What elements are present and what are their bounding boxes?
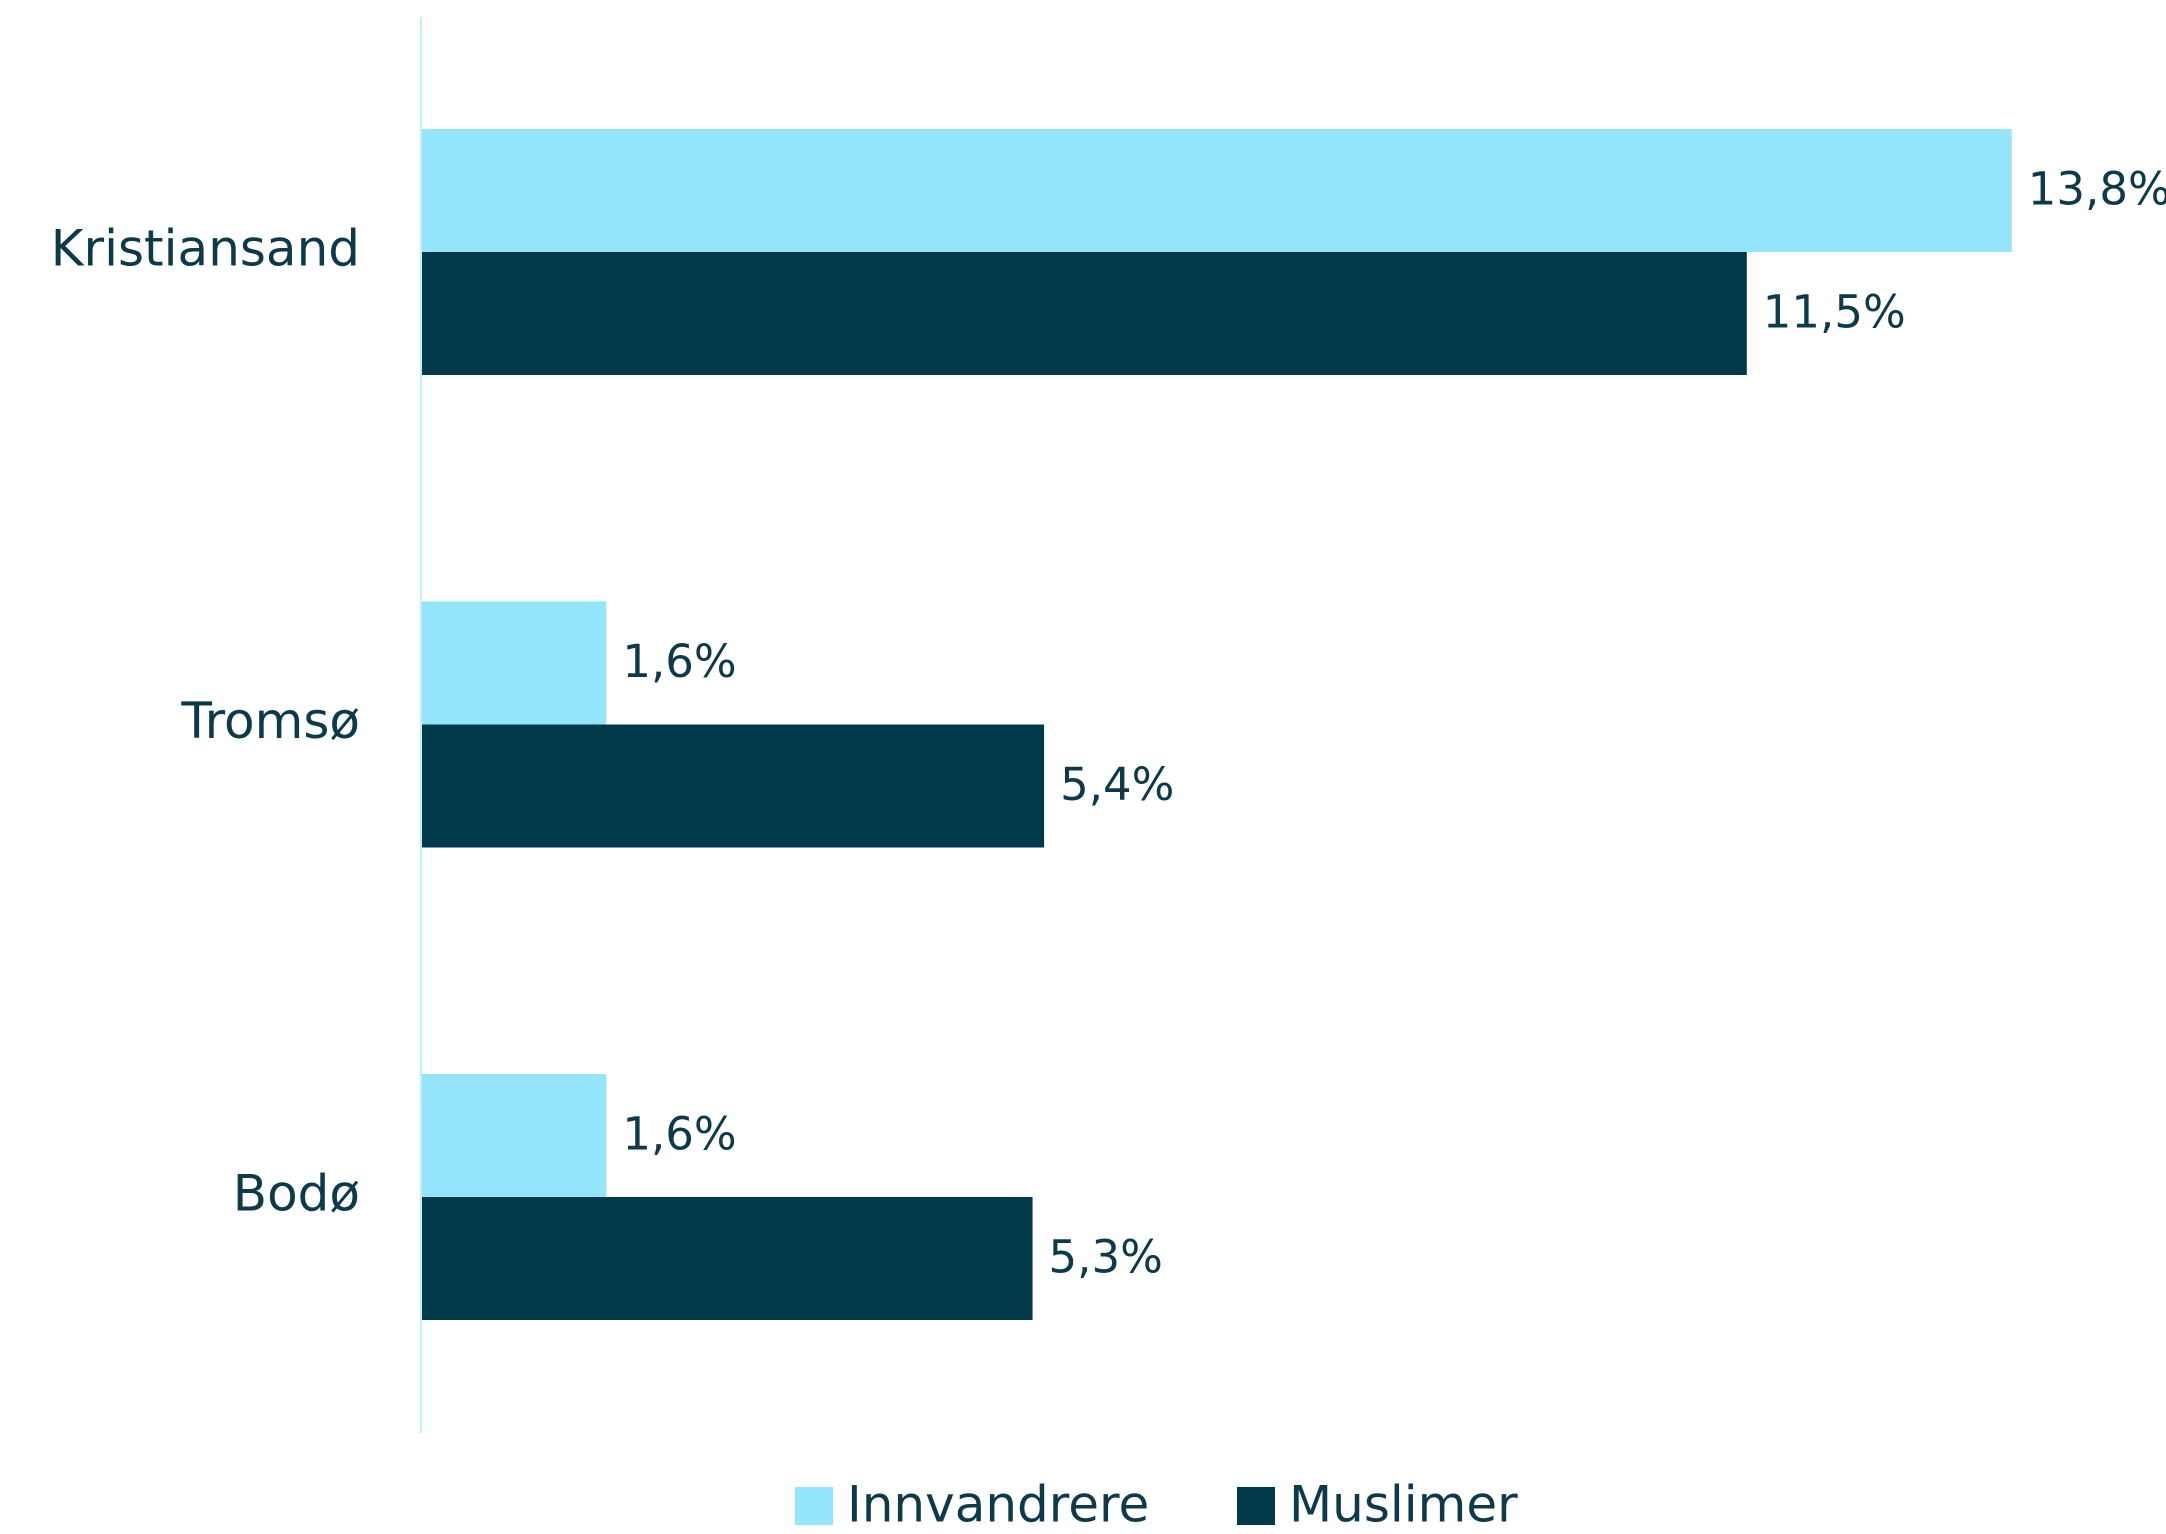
legend-label: Muslimer (1289, 1476, 1518, 1531)
bar (422, 1074, 607, 1197)
category-label: Kristiansand (51, 220, 360, 278)
value-label: 5,4% (1060, 758, 1174, 811)
value-label: 13,8% (2028, 163, 2166, 216)
legend-swatch (795, 1487, 833, 1525)
value-label: 11,5% (1763, 286, 1906, 339)
bar (422, 1197, 1033, 1320)
value-label: 5,3% (1049, 1231, 1163, 1284)
bar (422, 252, 1747, 375)
bar (422, 129, 2012, 252)
legend-swatch (1237, 1487, 1275, 1525)
value-label: 1,6% (622, 1108, 736, 1161)
bar (422, 601, 607, 725)
category-label: Tromsø (180, 692, 360, 750)
category-label: Bodø (233, 1165, 360, 1223)
bar (422, 724, 1045, 848)
value-label: 1,6% (622, 635, 736, 688)
legend-label: Innvandrere (847, 1476, 1149, 1531)
